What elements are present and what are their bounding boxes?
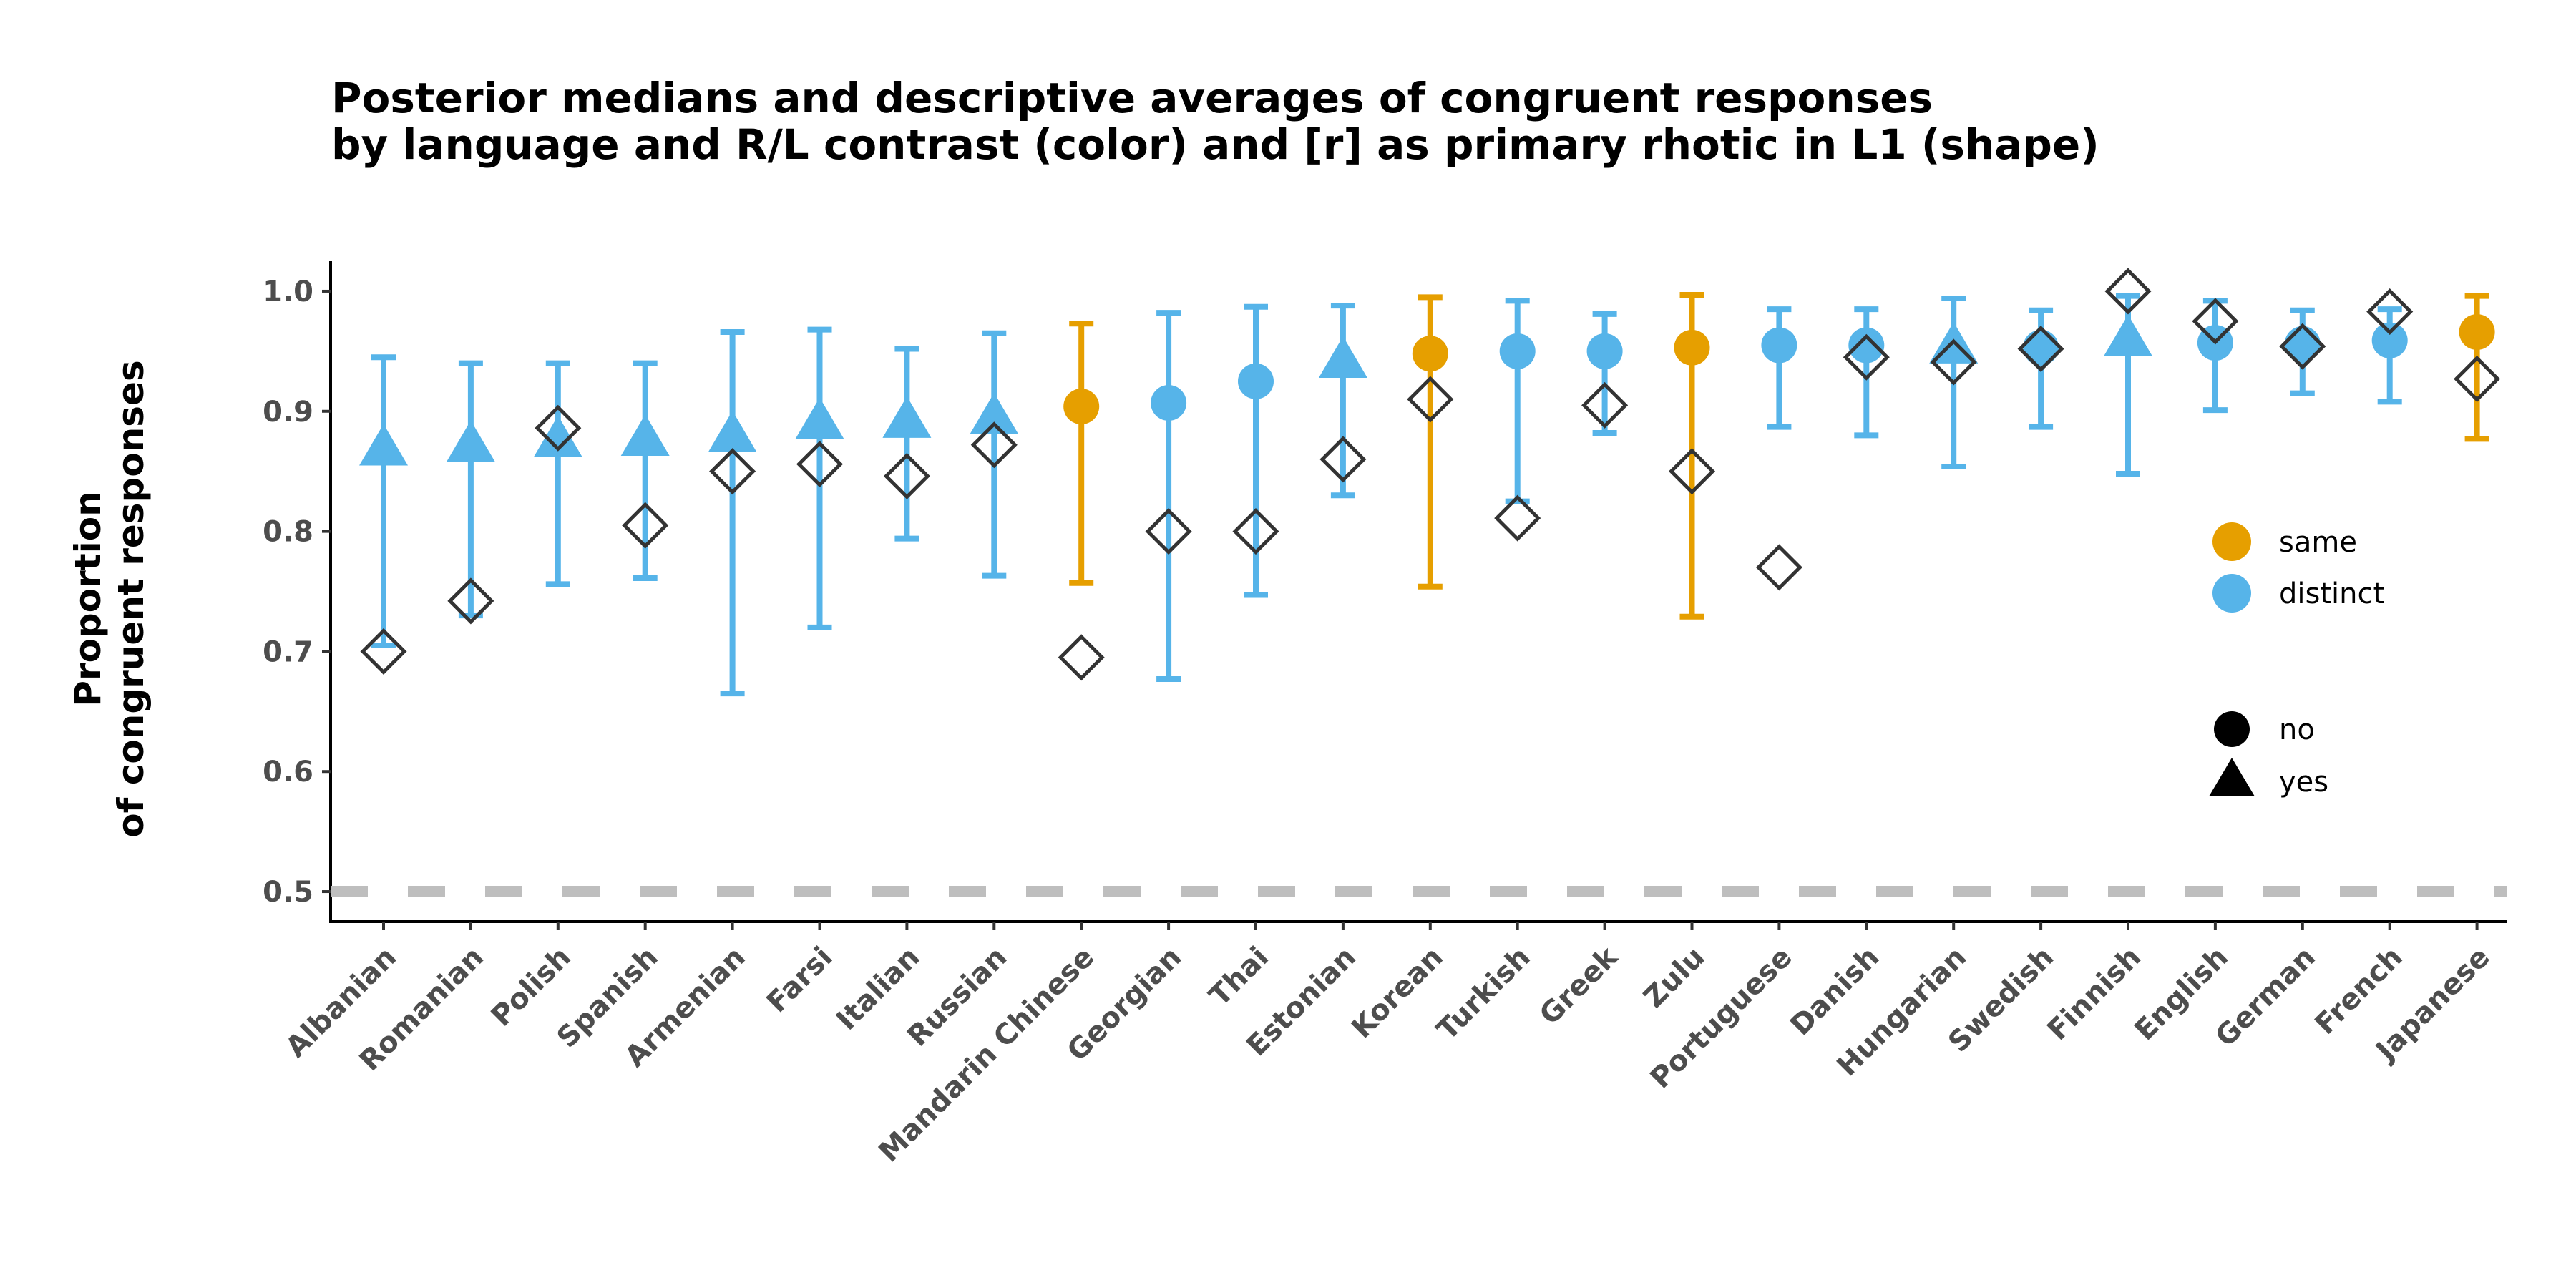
descriptive-average-markers <box>360 268 2501 681</box>
median-triangle-albanian <box>359 424 408 466</box>
descriptive-diamond-japanese <box>2454 355 2501 402</box>
median-circle-zulu <box>1674 329 1710 366</box>
descriptive-diamond-hungarian <box>1930 338 1977 386</box>
y-tick-label: 0.7 <box>263 635 313 668</box>
x-tick-label-greek: Greek <box>1533 940 1625 1032</box>
error-bar-georgian <box>1156 310 1181 683</box>
median-triangle-finnish <box>2104 314 2152 356</box>
legend-yes-swatch <box>2209 758 2255 796</box>
descriptive-diamond-finnish <box>2104 268 2152 315</box>
median-triangle-russian <box>970 392 1019 434</box>
descriptive-diamond-romanian <box>447 577 494 625</box>
descriptive-diamond-spanish <box>622 502 669 549</box>
y-tick-label: 0.8 <box>263 516 313 549</box>
median-triangle-romanian <box>446 420 495 462</box>
legend-same-swatch <box>2212 522 2251 561</box>
y-axis-label-line-1: Proportion <box>67 491 109 706</box>
legend-same-label: same <box>2279 526 2357 559</box>
chart-title-line-1: Posterior medians and descriptive averag… <box>331 74 1933 122</box>
median-circle-swedish <box>2023 329 2059 366</box>
descriptive-diamond-danish <box>1843 333 1890 381</box>
chart-title-line-2: by language and R/L contrast (color) and… <box>331 120 2099 169</box>
error-bar-polish <box>545 360 570 587</box>
y-tick-label: 0.5 <box>263 876 313 909</box>
descriptive-diamond-albanian <box>360 628 407 675</box>
descriptive-diamond-zulu <box>1668 448 1716 495</box>
descriptive-diamond-portuguese <box>1755 544 1802 591</box>
median-circle-japanese <box>2459 314 2495 351</box>
y-tick-label: 0.9 <box>263 396 313 429</box>
posterior-median-markers <box>359 314 2495 466</box>
error-bar-spanish <box>633 360 658 582</box>
descriptive-diamond-georgian <box>1145 508 1192 555</box>
legend-yes-label: yes <box>2279 766 2328 799</box>
legend-no-label: no <box>2279 713 2315 746</box>
legend-color: same distinct <box>2212 522 2384 613</box>
median-circle-greek <box>1586 333 1623 369</box>
median-circle-danish <box>1848 327 1885 364</box>
median-circle-georgian <box>1151 385 1187 421</box>
x-tick-label-finnish: Finnish <box>2041 941 2147 1047</box>
descriptive-diamond-italian <box>883 452 930 499</box>
error-bar-farsi <box>807 326 832 630</box>
descriptive-diamond-turkish <box>1494 494 1541 542</box>
error-bar-thai <box>1244 303 1268 598</box>
error-bar-italian <box>894 346 919 542</box>
y-tick-label: 1.0 <box>263 275 313 308</box>
descriptive-diamond-french <box>2366 288 2414 336</box>
median-circle-korean <box>1412 336 1448 372</box>
descriptive-diamond-korean <box>1407 376 1454 423</box>
descriptive-diamond-english <box>2192 298 2239 345</box>
descriptive-diamond-estonian <box>1319 436 1367 483</box>
error-bar-armenian <box>720 329 745 697</box>
y-axis-label-line-2: of congruent responses <box>110 360 152 837</box>
descriptive-diamond-polish <box>535 404 582 452</box>
median-circle-french <box>2371 322 2408 358</box>
x-tick-label-zulu: Zulu <box>1638 941 1712 1015</box>
median-circle-mandarin-chinese <box>1063 389 1100 425</box>
error-bar-estonian <box>1330 303 1355 499</box>
median-triangle-italian <box>882 396 932 438</box>
y-axis-label: Proportion of congruent responses <box>67 360 152 837</box>
median-circle-portuguese <box>1761 327 1797 364</box>
descriptive-diamond-thai <box>1232 508 1279 555</box>
descriptive-diamond-greek <box>1581 381 1629 429</box>
descriptive-diamond-armenian <box>709 448 756 495</box>
legend-distinct-label: distinct <box>2279 577 2384 610</box>
descriptive-diamond-swedish <box>2017 325 2064 373</box>
descriptive-diamond-german <box>2279 323 2326 370</box>
descriptive-diamond-mandarin-chinese <box>1058 634 1105 681</box>
median-triangle-estonian <box>1318 336 1367 378</box>
error-bar-romanian <box>458 360 483 619</box>
median-circle-turkish <box>1499 333 1536 369</box>
median-triangle-spanish <box>620 414 670 457</box>
x-tick-label-farsi: Farsi <box>761 941 839 1020</box>
x-tick-label-thai: Thai <box>1203 941 1275 1013</box>
legend-distinct-swatch <box>2212 574 2251 613</box>
error-bar-russian <box>982 330 1007 579</box>
y-tick-label: 0.6 <box>263 756 313 789</box>
legend-shape: no yes <box>2209 711 2328 799</box>
error-bar-turkish <box>1505 298 1530 504</box>
error-bar-mandarin-chinese <box>1069 321 1094 586</box>
error-bar-albanian <box>371 354 396 649</box>
error-bar-portuguese <box>1767 306 1792 430</box>
legend-no-swatch <box>2214 711 2250 747</box>
descriptive-diamond-farsi <box>796 441 844 488</box>
x-tick-label-korean: Korean <box>1345 941 1450 1045</box>
median-triangle-polish <box>533 415 582 457</box>
median-triangle-armenian <box>708 411 757 453</box>
median-triangle-farsi <box>795 397 844 439</box>
x-tick-label-turkish: Turkish <box>1430 941 1536 1047</box>
y-ticks: 0.5 0.6 0.7 0.8 0.9 1.0 <box>263 275 331 909</box>
descriptive-diamond-russian <box>970 421 1018 469</box>
median-circle-thai <box>1238 363 1274 399</box>
